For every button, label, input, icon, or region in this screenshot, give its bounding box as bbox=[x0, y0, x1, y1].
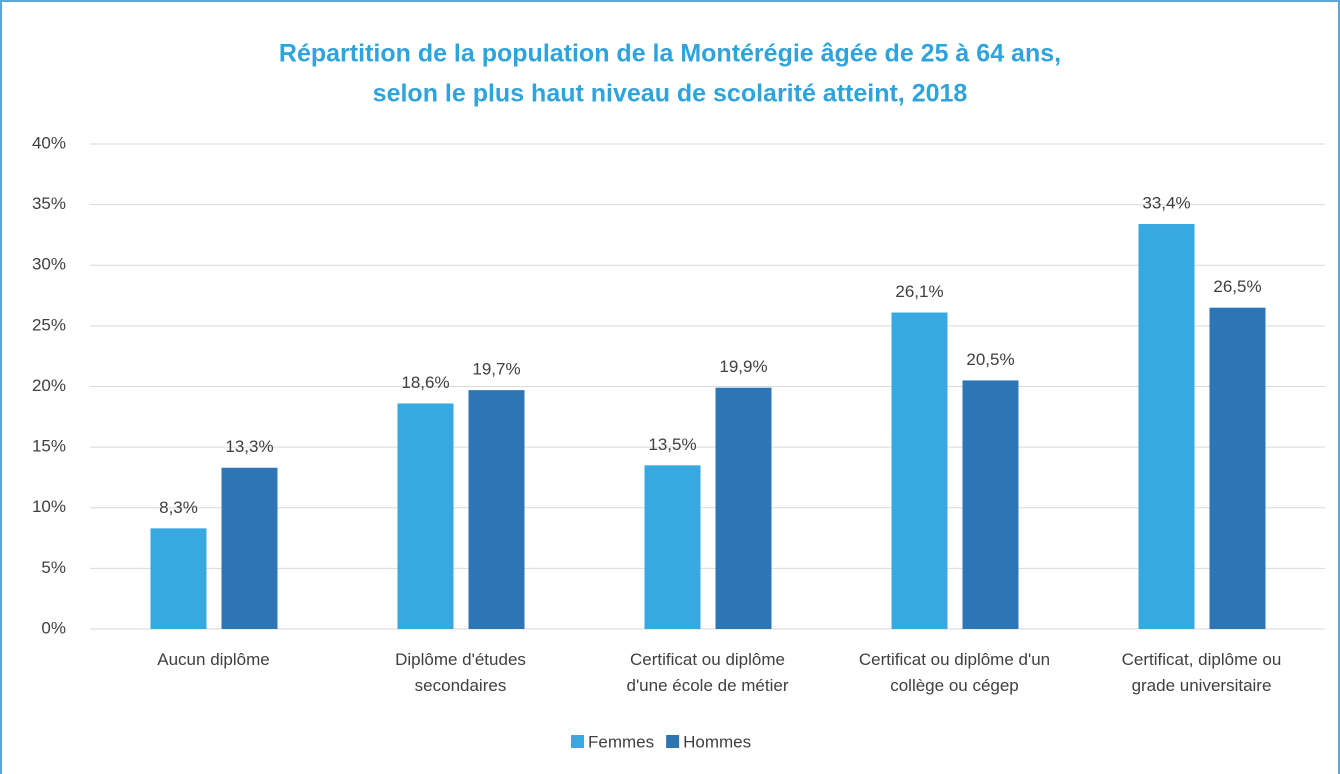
bar bbox=[715, 387, 772, 629]
value-label: 20,5% bbox=[966, 350, 1014, 369]
value-label: 33,4% bbox=[1142, 194, 1190, 213]
bar bbox=[644, 465, 701, 629]
x-tick-label: Certificat, diplôme ou grade universitai… bbox=[1121, 650, 1282, 695]
value-label: 13,3% bbox=[225, 437, 273, 456]
y-tick-label: 35% bbox=[32, 194, 66, 213]
chart-title: Répartition de la population de la Monté… bbox=[279, 40, 1061, 68]
value-label: 8,3% bbox=[159, 498, 198, 517]
legend-swatch bbox=[571, 735, 584, 748]
y-tick-label: 0% bbox=[41, 618, 66, 637]
x-tick-label: Certificat ou diplôme d'un collège ou cé… bbox=[858, 650, 1051, 695]
x-tick-label: Aucun diplôme bbox=[157, 650, 270, 669]
value-label: 13,5% bbox=[648, 435, 696, 454]
y-tick-label: 20% bbox=[32, 376, 66, 395]
legend-label: Hommes bbox=[683, 732, 751, 751]
x-tick-label: Diplôme d'études secondaires bbox=[395, 650, 526, 695]
bar bbox=[962, 380, 1019, 629]
legend-swatch bbox=[666, 735, 680, 748]
y-tick-label: 25% bbox=[32, 315, 66, 334]
x-tick-label: Certificat ou diplôme d'une école de mét… bbox=[626, 650, 789, 695]
legend-label: Femmes bbox=[588, 732, 654, 751]
bar bbox=[468, 390, 525, 629]
y-tick-label: 30% bbox=[32, 255, 66, 274]
value-label: 19,9% bbox=[719, 357, 767, 376]
chart-subtitle: selon le plus haut niveau de scolarité a… bbox=[373, 80, 968, 108]
value-label: 19,7% bbox=[472, 360, 520, 379]
bar bbox=[1138, 224, 1195, 629]
value-label: 26,1% bbox=[895, 282, 943, 301]
bar bbox=[150, 528, 207, 629]
bar bbox=[221, 467, 278, 629]
bar bbox=[1209, 307, 1266, 629]
y-tick-label: 10% bbox=[32, 497, 66, 516]
bar bbox=[397, 403, 454, 629]
y-tick-label: 15% bbox=[32, 437, 66, 456]
bar bbox=[891, 312, 948, 629]
value-label: 18,6% bbox=[401, 373, 449, 392]
y-tick-label: 5% bbox=[41, 558, 66, 577]
y-tick-label: 40% bbox=[32, 133, 66, 152]
value-label: 26,5% bbox=[1213, 277, 1261, 296]
